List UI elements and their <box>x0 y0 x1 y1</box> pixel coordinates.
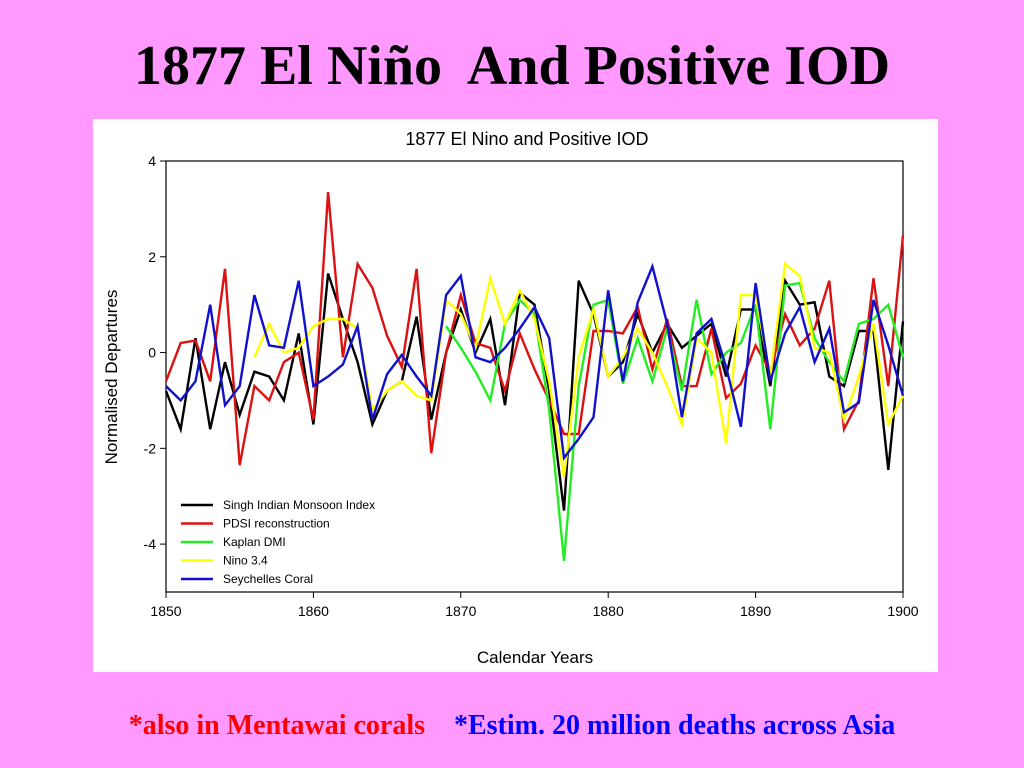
x-tick-label: 1890 <box>740 603 771 619</box>
x-axis-label: Calendar Years <box>477 648 593 667</box>
legend-label: Seychelles Coral <box>223 572 313 586</box>
note-mentawai: *also in Mentawai corals <box>128 710 425 741</box>
series-line-0 <box>164 273 905 511</box>
chart-title: 1877 El Nino and Positive IOD <box>405 129 648 149</box>
series-line-1 <box>164 191 905 466</box>
series-line-4 <box>165 262 905 461</box>
y-axis-label: Normalised Departures <box>102 290 121 465</box>
y-tick-label: 0 <box>148 345 156 361</box>
line-chart: 1877 El Nino and Positive IOD 1850 1860 18… <box>102 129 919 667</box>
plot-frame <box>165 160 904 593</box>
series-lines <box>164 191 905 562</box>
legend-label: Nino 3.4 <box>223 554 268 568</box>
legend-label: PDSI reconstruction <box>223 517 330 531</box>
x-tick-label: 1870 <box>445 603 476 619</box>
y-tick-label: 4 <box>148 153 156 169</box>
legend-label: Kaplan DMI <box>223 535 286 549</box>
legend: Singh Indian Monsoon Index PDSI reconstru… <box>181 498 375 586</box>
series-line-2 <box>445 281 905 562</box>
y-tick-label: 2 <box>148 249 156 265</box>
x-tick-label: 1880 <box>593 603 624 619</box>
legend-label: Singh Indian Monsoon Index <box>223 498 375 512</box>
x-tick-label: 1850 <box>150 603 181 619</box>
y-tick-label: -4 <box>144 536 157 552</box>
x-tick-label: 1900 <box>887 603 918 619</box>
chart-panel: 1877 El Nino and Positive IOD 1850 1860 18… <box>93 119 938 672</box>
y-tick-label: -2 <box>144 440 157 456</box>
x-tick-label: 1860 <box>298 603 329 619</box>
footer-notes: *also in Mentawai corals *Estim. 20 mill… <box>0 710 1024 742</box>
slide-title: 1877 El Niño And Positive IOD <box>133 35 891 97</box>
axis-ticks: 1850 1860 1870 1880 1890 1900 -4 -2 0 2 4 <box>144 153 919 619</box>
note-deaths: *Estim. 20 million deaths across Asia <box>454 710 896 741</box>
